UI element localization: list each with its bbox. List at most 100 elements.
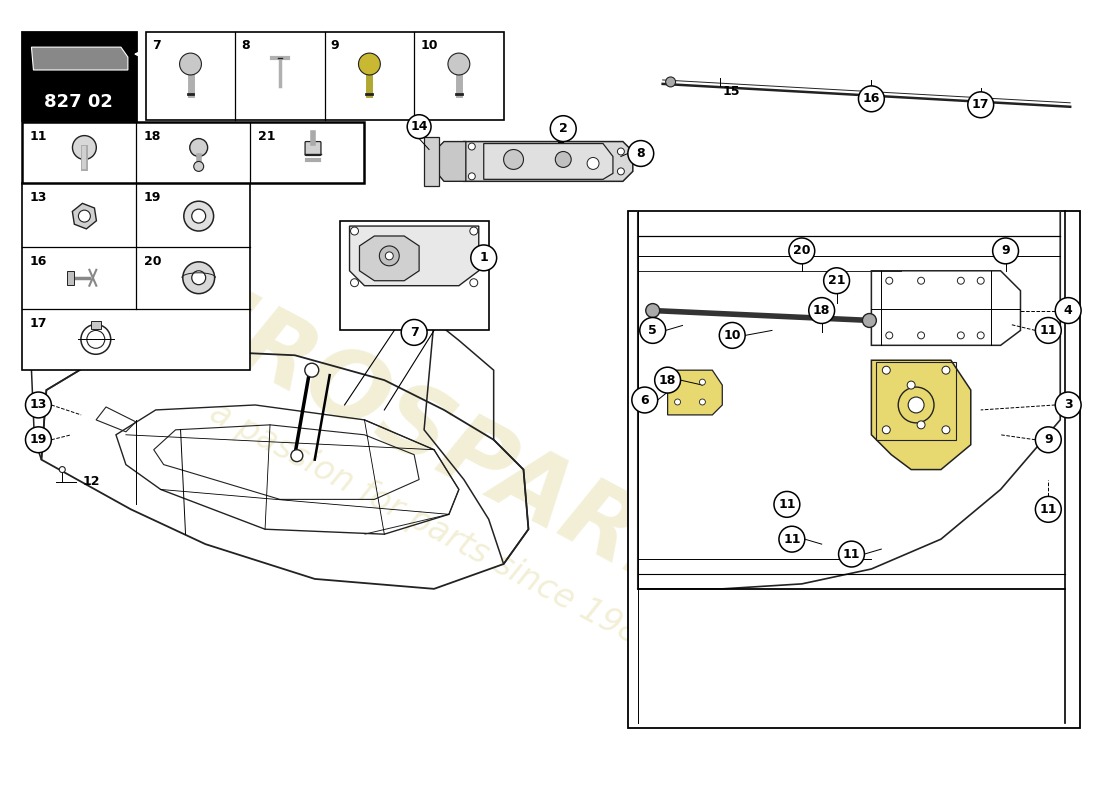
Circle shape	[550, 116, 576, 142]
Text: 9: 9	[1001, 245, 1010, 258]
FancyBboxPatch shape	[305, 142, 321, 155]
Circle shape	[179, 53, 201, 75]
Circle shape	[674, 379, 681, 385]
Text: 4: 4	[1064, 304, 1072, 317]
FancyBboxPatch shape	[91, 322, 101, 330]
Text: 11: 11	[1040, 503, 1057, 516]
Text: 10: 10	[724, 329, 741, 342]
Circle shape	[992, 238, 1019, 264]
Circle shape	[1055, 298, 1081, 323]
Circle shape	[191, 270, 206, 285]
Circle shape	[617, 148, 625, 155]
Text: 8: 8	[637, 147, 645, 160]
Text: 18: 18	[144, 130, 162, 142]
Polygon shape	[484, 143, 613, 179]
Circle shape	[942, 426, 950, 434]
Text: 13: 13	[30, 398, 47, 411]
Circle shape	[351, 278, 359, 286]
Text: 11: 11	[30, 130, 47, 142]
Polygon shape	[668, 370, 723, 415]
Text: 13: 13	[30, 191, 47, 204]
Circle shape	[957, 332, 965, 339]
Text: 11: 11	[783, 533, 801, 546]
Circle shape	[1055, 392, 1081, 418]
Circle shape	[81, 325, 111, 354]
Text: 11: 11	[843, 547, 860, 561]
Circle shape	[385, 252, 394, 260]
Polygon shape	[434, 142, 465, 182]
Text: 17: 17	[972, 98, 990, 111]
Circle shape	[882, 426, 890, 434]
Text: 5: 5	[648, 324, 657, 337]
FancyBboxPatch shape	[628, 211, 1080, 728]
FancyBboxPatch shape	[22, 183, 250, 370]
Text: 3: 3	[1064, 398, 1072, 411]
Circle shape	[909, 397, 924, 413]
Circle shape	[290, 450, 303, 462]
Circle shape	[942, 366, 950, 374]
Circle shape	[190, 138, 208, 157]
Text: a passion for parts since 1988: a passion for parts since 1988	[204, 396, 664, 662]
Circle shape	[858, 86, 884, 112]
Text: EUROSPARES: EUROSPARES	[94, 230, 774, 650]
Polygon shape	[360, 236, 419, 281]
FancyBboxPatch shape	[340, 221, 488, 330]
Circle shape	[1035, 318, 1062, 343]
FancyBboxPatch shape	[22, 32, 135, 120]
Text: 11: 11	[1040, 324, 1057, 337]
Circle shape	[183, 262, 215, 294]
Circle shape	[719, 322, 745, 348]
Circle shape	[700, 399, 705, 405]
Text: 6: 6	[640, 394, 649, 406]
Circle shape	[640, 318, 666, 343]
Circle shape	[789, 238, 815, 264]
Circle shape	[556, 151, 571, 167]
Text: 18: 18	[813, 304, 830, 317]
Circle shape	[666, 77, 675, 87]
Circle shape	[631, 387, 658, 413]
Polygon shape	[350, 226, 478, 286]
Circle shape	[808, 298, 835, 323]
Text: 19: 19	[30, 434, 47, 446]
Circle shape	[700, 379, 705, 385]
Text: 827 02: 827 02	[44, 93, 112, 111]
Circle shape	[654, 367, 681, 393]
Text: 2: 2	[559, 122, 568, 135]
FancyBboxPatch shape	[22, 122, 364, 183]
Circle shape	[78, 210, 90, 222]
Circle shape	[87, 330, 104, 348]
Text: 10: 10	[420, 39, 438, 52]
Circle shape	[1035, 427, 1062, 453]
Text: 20: 20	[793, 245, 811, 258]
Text: 11: 11	[778, 498, 795, 511]
Polygon shape	[73, 203, 97, 229]
Circle shape	[469, 173, 475, 180]
Text: 7: 7	[152, 39, 161, 52]
Circle shape	[968, 92, 993, 118]
Circle shape	[305, 363, 319, 377]
Circle shape	[469, 143, 475, 150]
Circle shape	[448, 53, 470, 75]
Text: 7: 7	[410, 326, 418, 339]
FancyBboxPatch shape	[66, 270, 75, 285]
Polygon shape	[32, 47, 128, 70]
Circle shape	[628, 141, 653, 166]
Circle shape	[504, 150, 524, 170]
Circle shape	[402, 319, 427, 346]
Circle shape	[191, 209, 206, 223]
Circle shape	[59, 466, 65, 473]
Circle shape	[899, 387, 934, 423]
Text: 15: 15	[723, 86, 740, 98]
Polygon shape	[464, 142, 632, 182]
Text: 18: 18	[659, 374, 676, 386]
Text: 12: 12	[82, 475, 100, 488]
Circle shape	[587, 158, 600, 170]
Circle shape	[194, 162, 204, 171]
Circle shape	[646, 303, 660, 318]
Circle shape	[917, 332, 925, 339]
Circle shape	[25, 427, 52, 453]
Text: 16: 16	[30, 255, 47, 268]
Circle shape	[774, 491, 800, 518]
Polygon shape	[871, 360, 971, 470]
Circle shape	[908, 381, 915, 389]
